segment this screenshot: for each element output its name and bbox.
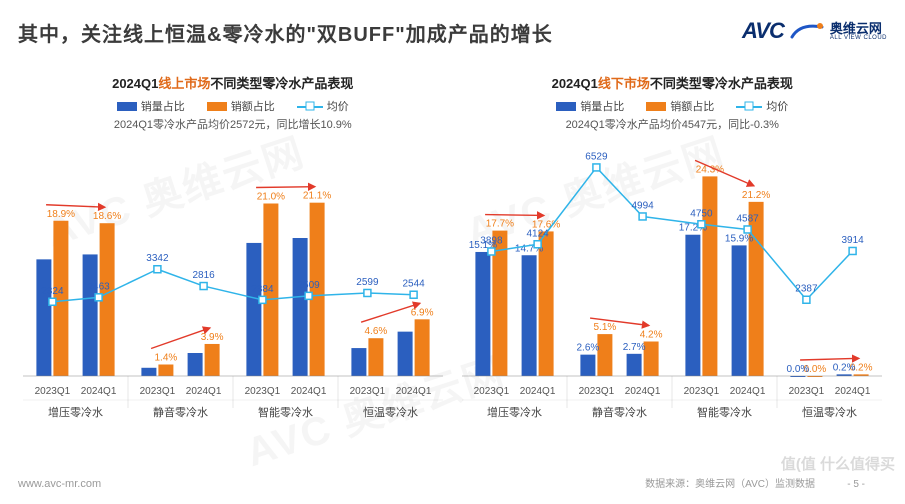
svg-text:1.4%: 1.4%: [154, 353, 177, 364]
svg-text:15.9%: 15.9%: [725, 233, 753, 244]
chart-title: 2024Q1线上市场不同类型零冷水产品表现: [112, 73, 353, 92]
legend: 销量占比 销额占比 均价: [556, 98, 788, 114]
svg-text:0.0%: 0.0%: [787, 364, 810, 375]
charts-row: 2024Q1线上市场不同类型零冷水产品表现 销量占比 销额占比 均价 2024Q…: [18, 73, 887, 438]
svg-text:2024Q1: 2024Q1: [625, 386, 661, 397]
svg-text:21.1%: 21.1%: [303, 191, 331, 202]
page-number: - 5 -: [847, 479, 865, 490]
legend-vol-swatch: [556, 102, 576, 111]
svg-text:2023Q1: 2023Q1: [34, 386, 70, 397]
svg-text:恒温零冷水: 恒温零冷水: [363, 406, 418, 419]
svg-text:5.1%: 5.1%: [594, 322, 617, 333]
footer-url: www.avc-mr.com: [18, 478, 101, 490]
svg-text:2023Q1: 2023Q1: [474, 386, 510, 397]
svg-text:3898: 3898: [481, 235, 504, 246]
page-title: 其中，关注线上恒温&零冷水的"双BUFF"加成产品的增长: [18, 18, 553, 47]
svg-text:6529: 6529: [586, 151, 609, 162]
svg-text:0.2%: 0.2%: [833, 362, 856, 373]
watermark-right: 值(值 什么值得买: [781, 453, 895, 474]
svg-text:2024Q1: 2024Q1: [291, 386, 327, 397]
legend-rev-swatch: [646, 102, 666, 111]
logo-mark: AVC: [742, 18, 784, 44]
svg-text:2463: 2463: [87, 281, 110, 292]
chart-online: 2024Q1线上市场不同类型零冷水产品表现 销量占比 销额占比 均价 2024Q…: [18, 73, 448, 438]
svg-text:2023Q1: 2023Q1: [579, 386, 615, 397]
logo-cn: 奥维云网: [830, 22, 887, 35]
svg-text:18.9%: 18.9%: [46, 209, 74, 220]
legend-price-label: 均价: [766, 98, 788, 114]
svg-text:4750: 4750: [691, 208, 714, 219]
chart-plot-online: 增压零冷水 18.9% 2023Q1 18.6% 2024Q1 静音零冷水 1.4% 2023…: [23, 138, 443, 438]
svg-text:2024Q1: 2024Q1: [81, 386, 117, 397]
svg-text:2023Q1: 2023Q1: [349, 386, 385, 397]
legend-vol-label: 销量占比: [580, 98, 624, 114]
slide: AVC 奥维云网 AVC 奥维云网 AVC 奥维云网 值(值 什么值得买 其中，…: [0, 0, 905, 504]
svg-text:18.6%: 18.6%: [93, 211, 121, 222]
logo: AVC 奥维云网 ALL VIEW CLOUD: [742, 18, 887, 44]
legend-rev-swatch: [207, 102, 227, 111]
svg-text:增压零冷水: 增压零冷水: [48, 405, 103, 419]
svg-text:4.2%: 4.2%: [640, 330, 663, 341]
chart-title: 2024Q1线下市场不同类型零冷水产品表现: [552, 73, 793, 92]
legend-rev-label: 销额占比: [231, 98, 275, 114]
svg-text:2387: 2387: [796, 284, 819, 295]
data-source: 数据来源：奥维云网（AVC）监测数据: [645, 475, 815, 490]
svg-text:2509: 2509: [297, 280, 320, 291]
svg-text:4994: 4994: [632, 200, 655, 211]
chart-subtitle: 2024Q1零冷水产品均价2572元，同比增长10.9%: [114, 116, 352, 132]
svg-text:2024Q1: 2024Q1: [835, 386, 871, 397]
svg-text:2544: 2544: [402, 279, 425, 290]
svg-text:2324: 2324: [41, 286, 64, 297]
chart-plot-offline: 增压零冷水17.7%15.1%2023Q117.6%14.7%2024Q1静音零…: [462, 138, 882, 438]
svg-text:3914: 3914: [842, 235, 865, 246]
svg-text:静音零冷水: 静音零冷水: [153, 405, 208, 419]
legend-price-label: 均价: [327, 98, 349, 114]
svg-text:2384: 2384: [251, 284, 274, 295]
svg-text:3342: 3342: [146, 253, 169, 264]
svg-text:2.7%: 2.7%: [623, 342, 646, 353]
legend-rev-label: 销额占比: [670, 98, 714, 114]
legend-price-swatch: [297, 101, 323, 111]
legend-vol-swatch: [117, 102, 137, 111]
svg-text:2.6%: 2.6%: [577, 343, 600, 354]
svg-text:智能零冷水: 智能零冷水: [697, 405, 752, 419]
svg-text:静音零冷水: 静音零冷水: [592, 405, 647, 419]
svg-text:2599: 2599: [356, 277, 379, 288]
svg-text:2816: 2816: [192, 270, 215, 281]
logo-en: ALL VIEW CLOUD: [830, 35, 887, 41]
chart-subtitle: 2024Q1零冷水产品均价4547元，同比-0.3%: [566, 116, 779, 132]
legend-price-swatch: [736, 101, 762, 111]
svg-text:4587: 4587: [737, 213, 760, 224]
svg-text:2024Q1: 2024Q1: [730, 386, 766, 397]
svg-text:21.2%: 21.2%: [742, 190, 770, 201]
svg-text:2024Q1: 2024Q1: [396, 386, 432, 397]
legend: 销量占比 销额占比 均价: [117, 98, 349, 114]
chart-offline: 2024Q1线下市场不同类型零冷水产品表现 销量占比 销额占比 均价 2024Q…: [458, 73, 888, 438]
svg-text:21.0%: 21.0%: [256, 192, 284, 203]
legend-vol-label: 销量占比: [141, 98, 185, 114]
svg-text:4.6%: 4.6%: [364, 326, 387, 337]
svg-text:6.9%: 6.9%: [410, 307, 433, 318]
svg-text:智能零冷水: 智能零冷水: [258, 405, 313, 419]
svg-text:恒温零冷水: 恒温零冷水: [802, 406, 857, 419]
svg-text:2023Q1: 2023Q1: [244, 386, 280, 397]
svg-text:17.7%: 17.7%: [486, 219, 514, 230]
svg-text:3.9%: 3.9%: [200, 332, 223, 343]
svg-text:2023Q1: 2023Q1: [684, 386, 720, 397]
svg-text:2024Q1: 2024Q1: [520, 386, 556, 397]
svg-text:4124: 4124: [527, 228, 550, 239]
svg-text:2023Q1: 2023Q1: [789, 386, 825, 397]
svg-text:24.3%: 24.3%: [696, 164, 724, 175]
svg-text:2023Q1: 2023Q1: [139, 386, 175, 397]
svg-text:2024Q1: 2024Q1: [186, 386, 222, 397]
logo-swoosh-icon: [790, 21, 824, 41]
svg-text:增压零冷水: 增压零冷水: [487, 405, 542, 419]
